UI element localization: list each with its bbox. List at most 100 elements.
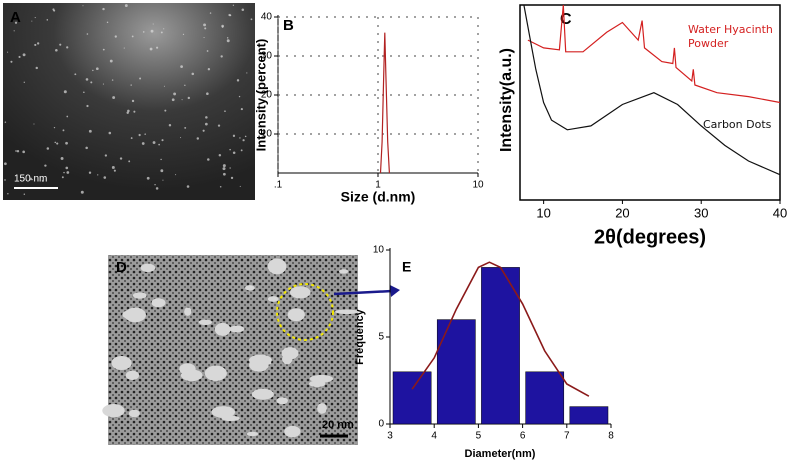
y-tick-label: 5	[378, 332, 384, 343]
texture-dot	[202, 129, 205, 132]
x-tick-label: 30	[694, 205, 708, 220]
texture-dot	[55, 48, 58, 52]
texture-dot	[4, 162, 7, 166]
texture-dot	[244, 135, 247, 138]
texture-patch	[317, 403, 327, 414]
texture-dot	[228, 13, 231, 17]
texture-dot	[182, 33, 185, 35]
texture-dot	[44, 164, 47, 167]
texture-patch	[229, 325, 245, 333]
texture-dot	[232, 151, 236, 154]
texture-dot	[123, 47, 125, 49]
texture-patch	[289, 286, 311, 299]
texture-dot	[124, 4, 128, 7]
texture-dot	[222, 172, 226, 176]
data-line	[527, 4, 781, 104]
texture-dot	[184, 84, 186, 87]
texture-dot	[239, 137, 241, 139]
texture-dot	[149, 47, 153, 51]
x-tick-label: 4	[431, 431, 437, 442]
texture-dot	[85, 146, 88, 150]
highlight-circle	[276, 283, 334, 341]
texture-dot	[171, 98, 175, 102]
texture-dot	[232, 134, 236, 137]
texture-patch	[284, 425, 301, 438]
texture-dot	[10, 60, 13, 63]
texture-dot	[144, 133, 146, 135]
texture-dot	[175, 174, 177, 176]
x-tick-label: .1	[274, 180, 283, 191]
texture-dot	[109, 59, 113, 63]
texture-dot	[82, 5, 84, 7]
texture-dot	[102, 83, 104, 85]
texture-dot	[219, 185, 222, 188]
texture-dot	[196, 137, 200, 140]
texture-dot	[127, 109, 130, 113]
texture-dot	[236, 79, 240, 82]
texture-dot	[59, 43, 62, 46]
y-axis-label: Intensity (percent)	[253, 39, 268, 152]
texture-dot	[108, 131, 112, 135]
panel-label: B	[283, 17, 294, 34]
texture-dot	[22, 150, 26, 154]
texture-dot	[240, 149, 243, 152]
x-tick-label: 40	[773, 205, 787, 220]
texture-dot	[13, 30, 15, 32]
texture-dot	[103, 176, 107, 179]
texture-dot	[226, 39, 230, 43]
texture-dot	[126, 111, 129, 115]
texture-dot	[209, 12, 212, 14]
texture-dot	[22, 53, 26, 57]
micrograph-d-overlay: D 20 nm	[116, 259, 400, 438]
y-tick-label: 30	[261, 51, 273, 62]
y-axis-label: Frequency	[354, 308, 366, 365]
histogram-bar	[525, 371, 565, 425]
scale-bar-label: 20 nm	[322, 419, 354, 431]
histogram-bar	[569, 406, 609, 425]
texture-dot	[102, 48, 105, 51]
texture-dot	[133, 110, 136, 113]
texture-patch	[335, 309, 359, 314]
texture-dot	[180, 65, 183, 68]
texture-patch	[125, 370, 140, 381]
texture-dot	[52, 8, 55, 11]
texture-patch	[140, 263, 156, 273]
x-axis-label: Diameter(nm)	[465, 448, 536, 460]
texture-dot	[112, 96, 116, 99]
texture-dot	[119, 157, 123, 160]
texture-dot	[7, 193, 9, 195]
texture-dot	[160, 158, 162, 161]
histogram-bar	[481, 267, 520, 425]
arrow	[333, 289, 393, 296]
texture-dot	[102, 7, 105, 11]
texture-dot	[222, 164, 226, 168]
texture-dot	[31, 20, 33, 22]
texture-dot	[36, 42, 40, 45]
texture-patch	[246, 431, 259, 437]
texture-dot	[46, 19, 49, 21]
texture-dot	[138, 133, 141, 137]
texture-dot	[66, 171, 70, 174]
y-tick-label: 10	[261, 129, 273, 140]
texture-dot	[131, 35, 134, 38]
texture-dot	[173, 92, 177, 96]
texture-dot	[156, 46, 159, 49]
texture-dot	[238, 95, 241, 98]
y-tick-label: 20	[261, 90, 273, 101]
x-tick-label: 5	[476, 431, 482, 442]
texture-dot	[204, 122, 208, 126]
texture-dot	[222, 167, 226, 171]
data-line	[411, 261, 590, 397]
texture-dot	[111, 165, 115, 169]
texture-dot	[150, 29, 154, 33]
texture-dot	[142, 31, 145, 33]
texture-dot	[154, 184, 156, 186]
texture-patch	[214, 322, 231, 336]
texture-dot	[240, 108, 243, 111]
texture-dot	[164, 109, 167, 112]
x-tick-label: 6	[520, 431, 526, 442]
texture-dot	[161, 139, 164, 142]
micrograph-image	[3, 3, 255, 200]
texture-dot	[16, 149, 20, 153]
